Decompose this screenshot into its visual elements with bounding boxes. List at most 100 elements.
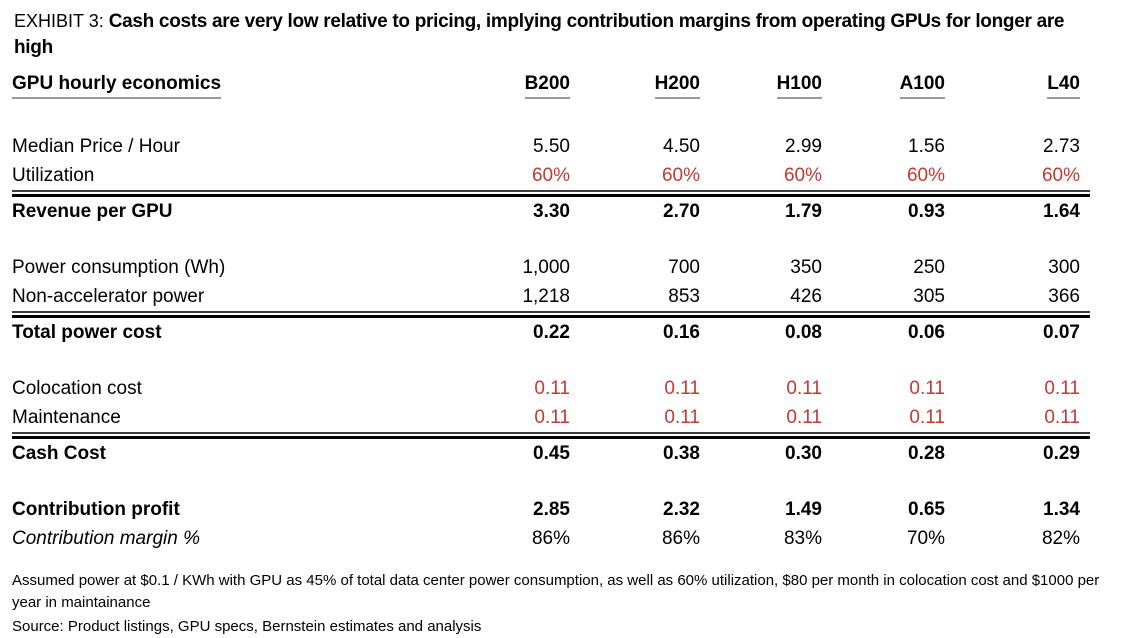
spacer [12,97,1090,132]
table-row-contribution-profit: Contribution profit 2.85 2.32 1.49 0.65 … [12,495,1090,524]
table-row-total-power-cost: Total power cost 0.22 0.16 0.08 0.06 0.0… [12,318,1090,347]
row-label: Contribution profit [12,498,180,520]
cell-value: 0.06 [908,321,945,343]
row-label: Power consumption (Wh) [12,256,226,278]
table-row-median-price: Median Price / Hour 5.50 4.50 2.99 1.56 … [12,132,1090,161]
cell-value: 0.30 [785,442,822,464]
spacer [12,226,1090,253]
cell-value: 0.11 [1044,377,1080,399]
cell-value: 0.11 [786,377,822,399]
row-label: Median Price / Hour [12,135,180,157]
cell-value: 426 [790,285,822,307]
table-row-utilization: Utilization 60% 60% 60% 60% 60% [12,161,1090,190]
cell-value: 0.11 [909,377,945,399]
cell-value: 0.45 [533,442,570,464]
cell-value: 1.34 [1043,498,1080,520]
cell-value: 82% [1041,527,1080,549]
cell-value: 0.11 [786,406,822,428]
cell-value: 1.56 [908,135,945,157]
cell-value: 853 [668,285,700,307]
row-label: Contribution margin % [12,527,200,549]
cell-value: 1.49 [785,498,822,520]
column-header-h100: H100 [700,73,822,99]
exhibit-title: EXHIBIT 3: Cash costs are very low relat… [14,8,1086,61]
table-title-cell: GPU hourly economics [12,73,422,99]
table-row-non-accelerator-power: Non-accelerator power 1,218 853 426 305 … [12,282,1090,311]
cell-value: 2.73 [1043,135,1080,157]
column-header-b200: B200 [422,73,570,99]
table-header-row: GPU hourly economics B200 H200 H100 A100… [12,73,1090,99]
cell-value: 0.11 [909,406,945,428]
separator-rule [12,311,1090,318]
cell-value: 305 [913,285,945,307]
separator-rule [12,190,1090,197]
cell-value: 0.11 [1044,406,1080,428]
cell-value: 0.11 [534,377,570,399]
spacer [12,347,1090,374]
cell-value: 60% [1041,164,1080,186]
cell-value: 1.79 [785,200,822,222]
table-row-cash-cost: Cash Cost 0.45 0.38 0.30 0.28 0.29 [12,439,1090,468]
column-header-a100: A100 [822,73,945,99]
row-label: Non-accelerator power [12,285,205,307]
row-label: Utilization [12,164,95,186]
cell-value: 86% [661,527,700,549]
gpu-economics-table: GPU hourly economics B200 H200 H100 A100… [12,73,1090,553]
cell-value: 1,000 [522,256,570,278]
footnote-source: Source: Product listings, GPU specs, Ber… [12,618,482,635]
cell-value: 250 [913,256,945,278]
cell-value: 60% [783,164,822,186]
cell-value: 0.38 [663,442,700,464]
cell-value: 0.29 [1043,442,1080,464]
exhibit-page: EXHIBIT 3: Cash costs are very low relat… [0,8,1125,635]
cell-value: 0.11 [664,377,700,399]
exhibit-title-text: Cash costs are very low relative to pric… [14,11,1065,58]
row-label: Revenue per GPU [12,200,173,222]
cell-value: 83% [783,527,822,549]
footnote-assumptions: Assumed power at $0.1 / KWh with GPU as … [12,572,1100,611]
cell-value: 70% [906,527,945,549]
cell-value: 300 [1048,256,1080,278]
cell-value: 700 [668,256,700,278]
row-label: Colocation cost [12,377,142,399]
table-row-colocation-cost: Colocation cost 0.11 0.11 0.11 0.11 0.11 [12,374,1090,403]
spacer [12,468,1090,495]
cell-value: 0.93 [908,200,945,222]
cell-value: 0.08 [785,321,822,343]
cell-value: 86% [531,527,570,549]
cell-value: 5.50 [533,135,570,157]
cell-value: 2.85 [533,498,570,520]
cell-value: 0.28 [908,442,945,464]
separator-rule [12,432,1090,439]
table-row-maintenance: Maintenance 0.11 0.11 0.11 0.11 0.11 [12,403,1090,432]
table-title: GPU hourly economics [12,73,222,99]
cell-value: 3.30 [533,200,570,222]
row-label: Total power cost [12,321,162,343]
row-label: Maintenance [12,406,121,428]
cell-value: 60% [661,164,700,186]
cell-value: 2.99 [785,135,822,157]
cell-value: 0.11 [534,406,570,428]
cell-value: 0.22 [533,321,570,343]
cell-value: 60% [531,164,570,186]
table-row-contribution-margin: Contribution margin % 86% 86% 83% 70% 82… [12,524,1090,553]
cell-value: 366 [1048,285,1080,307]
cell-value: 0.11 [664,406,700,428]
column-header-l40: L40 [945,73,1080,99]
footnotes: Assumed power at $0.1 / KWh with GPU as … [12,570,1112,638]
cell-value: 0.07 [1043,321,1080,343]
cell-value: 0.65 [908,498,945,520]
row-label: Cash Cost [12,442,106,464]
cell-value: 0.16 [663,321,700,343]
table-row-power-consumption: Power consumption (Wh) 1,000 700 350 250… [12,253,1090,282]
cell-value: 2.70 [663,200,700,222]
cell-value: 1,218 [522,285,570,307]
cell-value: 4.50 [663,135,700,157]
cell-value: 2.32 [663,498,700,520]
column-header-h200: H200 [570,73,700,99]
cell-value: 350 [790,256,822,278]
cell-value: 60% [906,164,945,186]
table-row-revenue: Revenue per GPU 3.30 2.70 1.79 0.93 1.64 [12,197,1090,226]
exhibit-number: EXHIBIT 3: [14,11,104,31]
cell-value: 1.64 [1043,200,1080,222]
